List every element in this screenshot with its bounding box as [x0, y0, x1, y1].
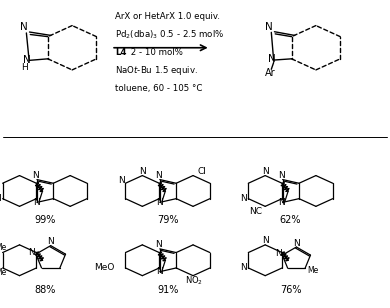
Text: 79%: 79% — [157, 215, 179, 225]
Text: Me: Me — [307, 266, 319, 275]
Text: ArX or HetArX 1.0 equiv.: ArX or HetArX 1.0 equiv. — [115, 12, 220, 22]
Text: N: N — [28, 248, 35, 257]
Text: 88%: 88% — [34, 285, 55, 294]
Text: MeO: MeO — [94, 263, 115, 273]
Text: N: N — [139, 167, 146, 176]
Text: Me: Me — [0, 268, 6, 278]
Text: N: N — [156, 267, 162, 277]
Text: Pd$_2$(dba)$_3$ 0.5 - 2.5 mol%: Pd$_2$(dba)$_3$ 0.5 - 2.5 mol% — [115, 29, 224, 41]
Text: NO$_2$: NO$_2$ — [185, 275, 203, 287]
Text: N: N — [266, 22, 273, 32]
Text: 62%: 62% — [280, 215, 301, 225]
Text: Cl: Cl — [198, 167, 207, 176]
Text: NaO$t$-Bu 1.5 equiv.: NaO$t$-Bu 1.5 equiv. — [115, 64, 198, 77]
Text: NC: NC — [249, 207, 262, 217]
Text: N: N — [293, 238, 300, 248]
Text: N: N — [155, 240, 161, 249]
Text: 91%: 91% — [157, 285, 178, 294]
Text: N: N — [47, 237, 54, 246]
Text: N: N — [275, 249, 282, 258]
Text: L4: L4 — [115, 48, 126, 57]
Text: N: N — [118, 176, 125, 185]
Text: N: N — [240, 194, 246, 203]
Text: N: N — [268, 55, 276, 64]
Text: 99%: 99% — [34, 215, 55, 225]
Text: 76%: 76% — [280, 285, 301, 294]
Text: N: N — [262, 167, 269, 176]
Text: N: N — [262, 236, 269, 245]
Text: N: N — [20, 22, 28, 32]
Text: N: N — [32, 171, 39, 180]
Text: toluene, 60 - 105 °C: toluene, 60 - 105 °C — [115, 84, 202, 93]
Text: N: N — [155, 171, 161, 180]
Text: N: N — [0, 194, 1, 203]
Text: N: N — [278, 171, 284, 180]
Text: N: N — [278, 198, 285, 207]
Text: N: N — [23, 55, 31, 65]
Text: 2 - 10 mol%: 2 - 10 mol% — [128, 48, 183, 57]
Text: Me: Me — [0, 243, 6, 252]
Text: N: N — [240, 263, 246, 273]
Text: H: H — [21, 63, 28, 72]
Text: N: N — [156, 198, 162, 207]
Text: N: N — [33, 198, 39, 207]
Text: Ar: Ar — [264, 68, 275, 78]
